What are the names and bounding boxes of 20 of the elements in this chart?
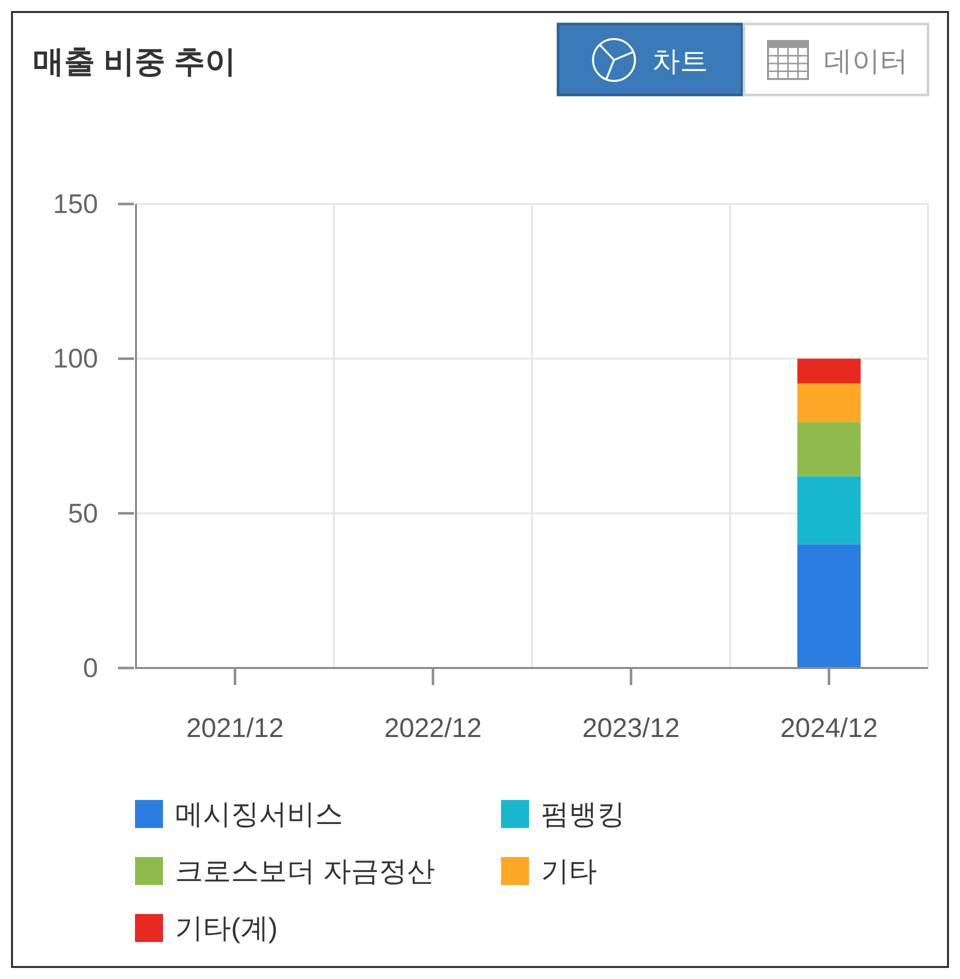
y-tick-label: 150	[52, 189, 98, 219]
y-tick-label: 50	[68, 498, 98, 528]
y-tick-label: 0	[82, 653, 98, 683]
x-tick-label: 2024/12	[780, 713, 878, 743]
legend-item: 기타	[501, 856, 597, 886]
legend-label: 펌뱅킹	[541, 798, 625, 830]
legend-label: 기타	[541, 856, 597, 886]
x-tick-label: 2023/12	[582, 713, 680, 743]
button: 데이터	[742, 22, 930, 96]
chart-title: 매출 비중 추이	[33, 44, 236, 79]
x-tick-label: 2022/12	[384, 713, 482, 743]
legend-label: 메시징서비스	[175, 798, 343, 830]
y-tick-label: 100	[52, 344, 98, 374]
button: 차트	[556, 22, 744, 96]
legend-item: 펌뱅킹	[501, 798, 625, 830]
legend-label: 기타(계)	[175, 912, 278, 944]
legend-item: 메시징서비스	[135, 798, 343, 830]
legend-item: 크로스보더 자금정산	[135, 856, 435, 886]
x-tick-label: 2021/12	[186, 713, 284, 743]
legend-item: 기타(계)	[135, 912, 278, 944]
